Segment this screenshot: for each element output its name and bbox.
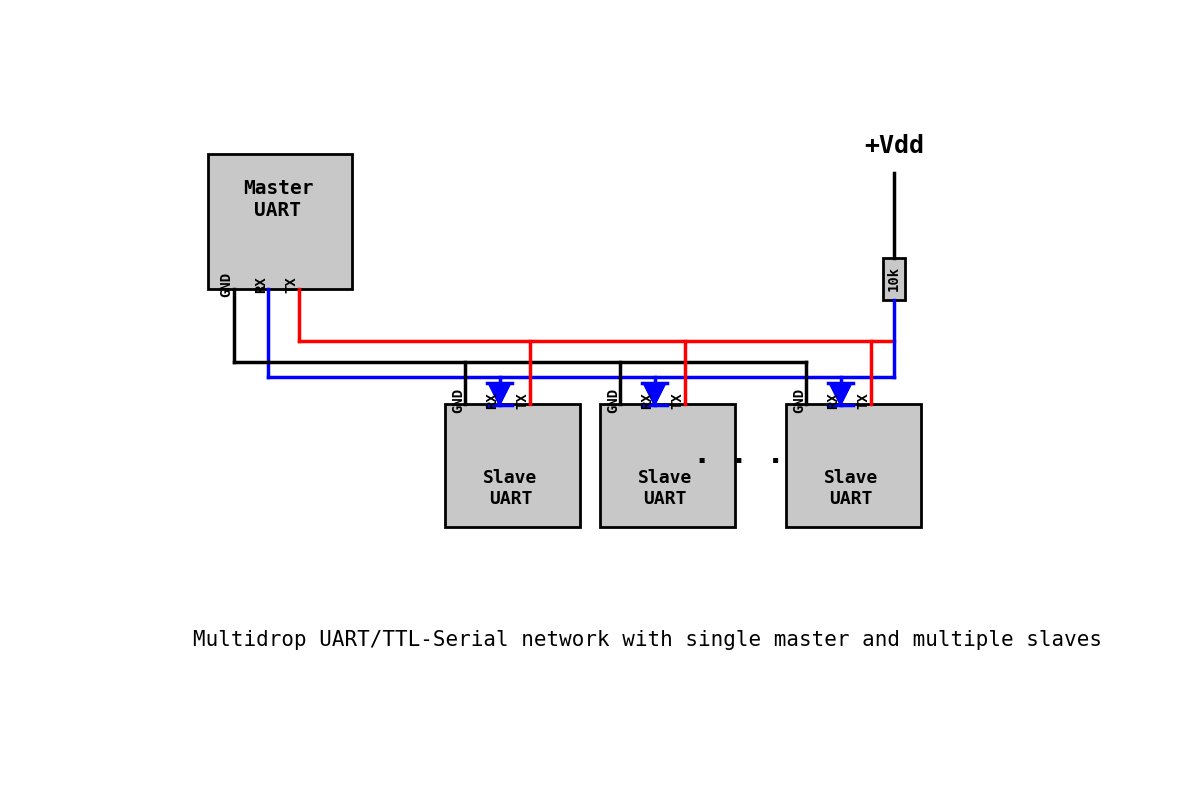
Text: . . .: . . . xyxy=(694,439,785,469)
Text: RX: RX xyxy=(827,392,840,409)
Text: GND: GND xyxy=(451,387,466,413)
Text: RX: RX xyxy=(254,276,268,293)
Text: GND: GND xyxy=(220,272,234,298)
Bar xyxy=(208,154,352,289)
Polygon shape xyxy=(643,383,665,405)
Text: TX: TX xyxy=(857,392,871,409)
Text: RX: RX xyxy=(641,392,654,409)
Text: GND: GND xyxy=(792,387,806,413)
Text: Slave
UART: Slave UART xyxy=(638,470,692,508)
Text: Slave
UART: Slave UART xyxy=(824,470,878,508)
Text: Slave
UART: Slave UART xyxy=(484,470,538,508)
Text: TX: TX xyxy=(671,392,685,409)
Text: RX: RX xyxy=(486,392,499,409)
Text: +Vdd: +Vdd xyxy=(864,134,924,158)
Bar xyxy=(444,404,580,527)
Text: TX: TX xyxy=(284,276,299,293)
Text: 10k: 10k xyxy=(887,266,901,291)
Bar xyxy=(600,404,736,527)
Text: Multidrop UART/TTL-Serial network with single master and multiple slaves: Multidrop UART/TTL-Serial network with s… xyxy=(193,630,1102,650)
Polygon shape xyxy=(829,383,851,405)
Polygon shape xyxy=(488,383,510,405)
Text: Master
UART: Master UART xyxy=(242,179,313,221)
Bar xyxy=(883,258,905,300)
Text: GND: GND xyxy=(606,387,620,413)
Text: TX: TX xyxy=(516,392,529,409)
Bar xyxy=(786,404,922,527)
